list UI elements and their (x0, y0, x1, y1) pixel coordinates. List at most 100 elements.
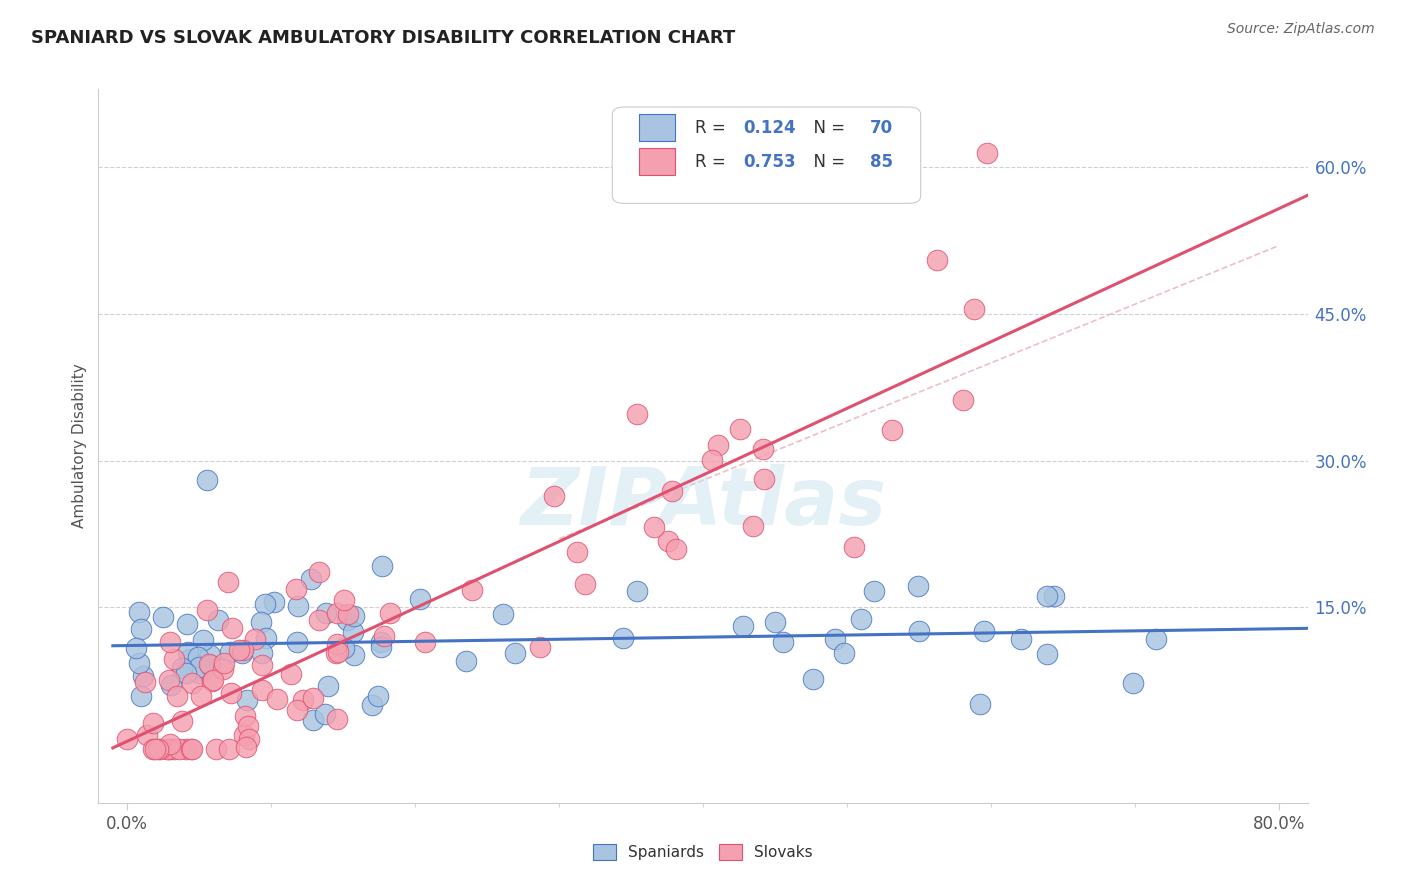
Point (299, 572, 322, 586)
Point (157, 673, 180, 688)
Point (325, 646, 347, 660)
Text: ZIPAtlas: ZIPAtlas (520, 464, 886, 542)
Point (179, 652, 201, 666)
Point (129, 690, 152, 704)
Point (461, 583, 484, 598)
Point (235, 740, 257, 755)
Point (207, 613, 229, 627)
Text: 70: 70 (870, 120, 893, 137)
Text: R =: R = (695, 120, 731, 137)
Point (233, 728, 256, 742)
Point (543, 489, 565, 503)
Point (228, 643, 250, 657)
Point (163, 652, 186, 666)
Point (157, 742, 180, 756)
Point (413, 635, 436, 649)
Point (842, 540, 865, 554)
Point (149, 742, 172, 756)
Point (326, 712, 349, 726)
Point (742, 519, 765, 533)
Point (1036, 589, 1059, 603)
Point (236, 719, 259, 733)
Point (772, 635, 794, 649)
Point (143, 742, 166, 756)
Point (343, 608, 366, 623)
Point (163, 742, 186, 756)
Point (280, 667, 302, 681)
Point (803, 673, 825, 687)
Text: 0.753: 0.753 (742, 153, 796, 171)
Point (188, 666, 211, 681)
Point (193, 632, 215, 647)
FancyBboxPatch shape (613, 107, 921, 203)
Point (187, 649, 209, 664)
Point (824, 632, 846, 647)
Point (190, 689, 212, 703)
Point (221, 621, 243, 635)
Point (202, 673, 225, 687)
Point (503, 647, 526, 661)
Point (180, 742, 202, 756)
Y-axis label: Ambulatory Disability: Ambulatory Disability (72, 364, 87, 528)
Point (367, 689, 389, 703)
Point (292, 693, 315, 707)
Point (170, 661, 193, 675)
Point (754, 472, 776, 486)
Point (180, 742, 202, 756)
Point (380, 606, 402, 620)
Point (370, 640, 392, 655)
Point (128, 605, 150, 619)
Point (308, 565, 330, 579)
Point (180, 675, 202, 690)
Point (360, 698, 382, 713)
Point (285, 582, 308, 596)
Point (195, 473, 218, 487)
Point (176, 616, 198, 631)
Point (252, 682, 274, 697)
Point (170, 714, 193, 728)
Point (174, 742, 197, 756)
Point (195, 603, 218, 617)
Point (751, 442, 773, 456)
Point (160, 677, 183, 691)
Point (142, 742, 165, 756)
Point (373, 629, 395, 643)
Text: N =: N = (803, 153, 851, 171)
Point (167, 742, 190, 756)
Point (177, 645, 200, 659)
Point (159, 742, 181, 756)
Point (219, 686, 242, 700)
Point (250, 615, 273, 630)
Point (263, 595, 285, 609)
Text: N =: N = (803, 120, 851, 137)
Point (702, 452, 724, 467)
Point (301, 713, 323, 727)
Point (238, 732, 260, 747)
Point (156, 742, 179, 756)
Point (198, 657, 221, 672)
Point (1144, 632, 1167, 646)
Point (204, 742, 226, 756)
Point (148, 742, 170, 756)
Point (851, 612, 873, 626)
Point (253, 597, 276, 611)
Point (256, 631, 278, 645)
Text: SPANIARD VS SLOVAK AMBULATORY DISABILITY CORRELATION CHART: SPANIARD VS SLOVAK AMBULATORY DISABILITY… (31, 29, 735, 46)
Point (370, 634, 392, 648)
Point (231, 646, 253, 660)
Point (302, 691, 325, 706)
Point (908, 624, 931, 638)
Point (332, 593, 354, 607)
Point (217, 574, 239, 589)
FancyBboxPatch shape (638, 114, 675, 141)
Point (308, 613, 330, 627)
Point (287, 599, 309, 614)
Point (456, 654, 478, 668)
Point (963, 302, 986, 317)
Legend: Spaniards, Slovaks: Spaniards, Slovaks (586, 838, 820, 866)
Point (707, 438, 730, 452)
Point (218, 742, 240, 756)
Point (201, 674, 224, 689)
Point (969, 697, 991, 711)
Point (907, 579, 929, 593)
